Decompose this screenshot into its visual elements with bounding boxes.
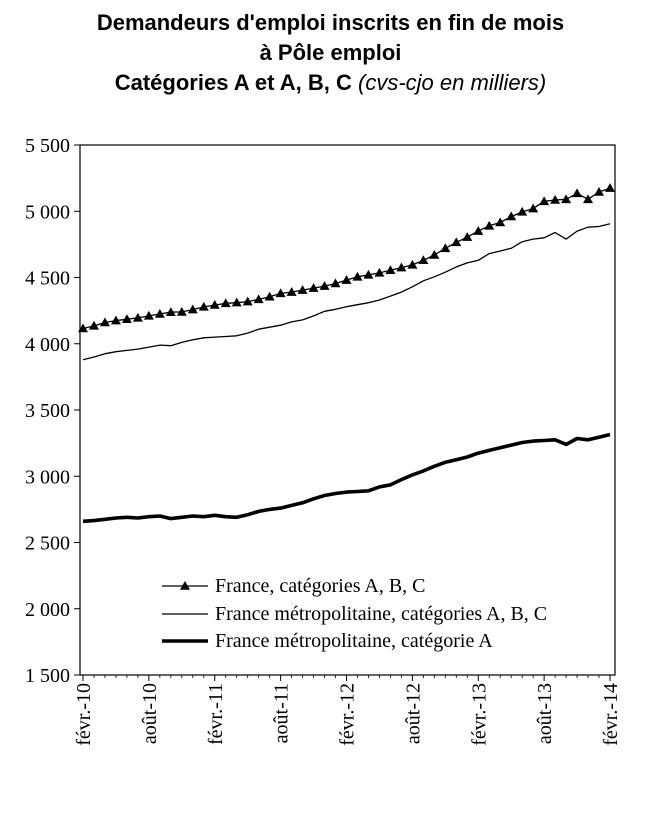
y-tick-label: 2 500 <box>25 533 70 555</box>
x-tick-label: févr.-11 <box>205 683 227 745</box>
series-1-point <box>528 203 539 213</box>
series-1-point <box>374 267 385 277</box>
series-1-point <box>429 249 440 259</box>
series-1-point <box>88 320 99 330</box>
series-line-2 <box>82 223 611 361</box>
title-unit: (cvs-cjo en milliers) <box>358 70 547 95</box>
series-1-point <box>209 300 220 309</box>
legend-label-3: France métropolitaine, catégorie A <box>215 630 493 652</box>
title-categories: Catégories A et A, B, C <box>114 70 352 95</box>
x-tick-label: août-12 <box>402 683 424 744</box>
series-1-point <box>330 278 341 288</box>
series-1-point <box>539 196 550 206</box>
series-1-point <box>187 304 198 314</box>
series-1-point <box>253 294 264 304</box>
series-1-point <box>605 183 615 192</box>
series-1-point <box>231 297 242 307</box>
legend-label-2: France métropolitaine, catégories A, B, … <box>215 603 547 625</box>
series-1-point <box>550 194 561 204</box>
series-1-point <box>132 312 143 322</box>
chart-legend: France, catégories A, B, C France métropo… <box>162 575 547 652</box>
series-1-point <box>517 206 528 216</box>
chart-title: Demandeurs d'emploi inscrits en fin de m… <box>0 8 661 98</box>
series-1-point <box>264 291 275 301</box>
series-1-point <box>572 188 583 198</box>
legend-marker-triangle <box>180 581 190 590</box>
series-1-point <box>198 301 209 311</box>
series-1-point <box>462 232 473 241</box>
series-1-point <box>484 220 495 230</box>
series-1-point <box>363 269 374 279</box>
x-tick-label: févr.-12 <box>337 683 359 746</box>
title-line-3: Catégories A et A, B, C (cvs-cjo en mill… <box>0 68 661 98</box>
series-1-point <box>143 310 154 320</box>
series-1-point <box>319 281 330 290</box>
series-1-point <box>385 265 396 274</box>
series-1-point <box>418 255 429 265</box>
x-tick-label: févr.-10 <box>73 683 95 746</box>
title-line-2: à Pôle emploi <box>259 40 402 65</box>
legend-label-1: France, catégories A, B, C <box>215 575 426 597</box>
series-1-point <box>242 296 253 306</box>
series-1-point <box>440 243 451 253</box>
series-1-point <box>583 194 594 204</box>
y-tick-label: 1 500 <box>25 665 70 687</box>
series-1-point <box>154 308 165 318</box>
y-tick-label: 4 000 <box>25 334 70 356</box>
y-tick-label: 3 000 <box>25 466 70 488</box>
series-1-point <box>495 217 506 227</box>
series-1-point <box>176 306 187 316</box>
series-1-point <box>407 259 418 269</box>
series-1-point <box>121 314 132 323</box>
x-tick-label: févr.-13 <box>468 683 490 746</box>
y-tick-label: 5 000 <box>25 201 70 223</box>
series-line-3 <box>82 432 611 524</box>
series-1-point <box>78 323 88 333</box>
y-tick-label: 3 500 <box>25 400 70 422</box>
series-1-point <box>473 226 484 235</box>
x-tick-label: août-11 <box>271 683 293 743</box>
series-1-point <box>396 262 407 272</box>
series-1-point <box>308 283 319 292</box>
chart-axes: 1 500 2 000 2 500 3 000 3 500 4 000 4 500 5 000… <box>25 135 622 746</box>
series-1-point <box>451 237 462 247</box>
series-1-point <box>275 288 286 298</box>
series-1-point <box>286 287 297 296</box>
x-tick-label: août-10 <box>139 683 161 744</box>
y-tick-label: 4 500 <box>25 268 70 290</box>
series-1-point <box>561 194 572 204</box>
series-1-point <box>110 315 121 325</box>
series-1-point <box>297 285 308 294</box>
series-1-point <box>165 307 176 316</box>
series-1-point <box>99 317 110 327</box>
series-1-point <box>594 187 605 196</box>
x-tick-label: févr.-14 <box>600 683 622 746</box>
series-1-point <box>220 298 231 308</box>
series-1-point <box>506 211 517 221</box>
series-1-point <box>352 271 363 281</box>
chart-series <box>78 183 615 524</box>
y-tick-label: 2 000 <box>25 599 70 621</box>
title-line-1: Demandeurs d'emploi inscrits en fin de m… <box>96 10 565 35</box>
x-tick-label: août-13 <box>534 683 556 744</box>
series-1-point <box>341 275 352 284</box>
y-tick-label: 5 500 <box>25 135 70 157</box>
